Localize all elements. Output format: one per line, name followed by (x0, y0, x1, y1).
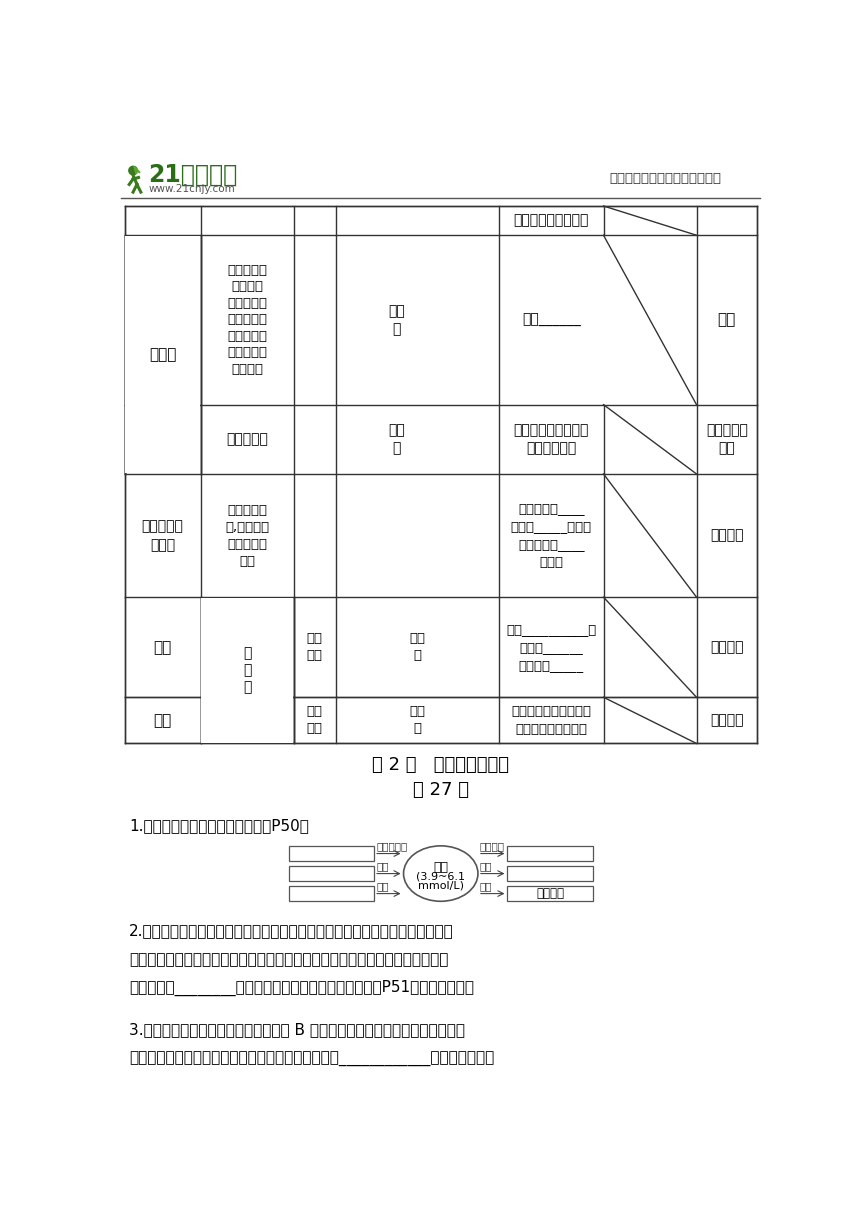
Text: 第 27 天: 第 27 天 (413, 782, 469, 799)
Text: mmol/L): mmol/L) (418, 880, 464, 890)
Text: 抗利尿激素: 抗利尿激素 (226, 433, 268, 446)
Text: 全身细胞: 全身细胞 (710, 529, 744, 542)
Text: 促甲状腺激
素释放激
素，促性腺
激素释放激
素，促肾上
腺皮质激素
释放激素: 促甲状腺激 素释放激 素，促性腺 激素释放激 素，促肾上 腺皮质激素 释放激素 (227, 264, 267, 376)
Bar (507, 866, 593, 882)
Text: 第 2 节   激素调节的过程: 第 2 节 激素调节的过程 (372, 756, 509, 775)
Text: 蛋白
质: 蛋白 质 (388, 304, 404, 336)
Text: 消化、吸收: 消化、吸收 (377, 841, 408, 851)
Text: 中小学教育资源及组卷应用平台: 中小学教育资源及组卷应用平台 (610, 171, 722, 185)
Text: 转化: 转化 (480, 882, 492, 891)
Text: 雌性
激素: 雌性 激素 (307, 705, 322, 736)
Text: 3.当血糖浓度升高到一定程度时，胰岛 B 细胞的活动增强，胰岛素的分泌量明显
增加，体内胰岛素水平的上升，一方面促进血糖进入____________进行氧化分解: 3.当血糖浓度升高到一定程度时，胰岛 B 细胞的活动增强，胰岛素的分泌量明显 增… (129, 1023, 494, 1066)
Text: 前者：酣固
鑰,皮质醇；
后者：肾上
腺素: 前者：酣固 鑰,皮质醇； 后者：肾上 腺素 (225, 503, 269, 568)
Bar (289, 846, 374, 861)
Text: 葡糖，从而升高血糖: 葡糖，从而升高血糖 (513, 214, 589, 227)
Text: 氧化分解: 氧化分解 (480, 841, 505, 851)
Ellipse shape (403, 846, 478, 901)
Text: 2.人体内有多种激素参与调节血糖浓度，如糖皮质激素、肾上腺素、甲状腺激素
等，它们通过调节有机物的代谢或影响胰岛素的分泌和作用，直接或间接地提高
血糖浓度。__: 2.人体内有多种激素参与调节血糖浓度，如糖皮质激素、肾上腺素、甲状腺激素 等，它… (129, 924, 474, 996)
Text: 类固
醇: 类固 醇 (409, 705, 426, 736)
Bar (201, 697, 292, 698)
Circle shape (129, 167, 138, 175)
Text: www.21cnjy.com: www.21cnjy.com (149, 184, 236, 195)
Text: 肾小管、集
合管: 肾小管、集 合管 (706, 423, 747, 456)
Bar (289, 886, 374, 901)
Text: 促进肾小管和集合管
对水的重吸收: 促进肾小管和集合管 对水的重吸收 (513, 423, 589, 456)
Text: 蛋白
质: 蛋白 质 (388, 423, 404, 456)
Text: 促进__________的
发育和______
的生成，_____: 促进__________的 发育和______ 的生成，_____ (506, 623, 596, 671)
Text: 1.写出下列血糖的来源和去路。（P50）: 1.写出下列血糖的来源和去路。（P50） (129, 818, 309, 833)
Text: 前者：调节____
代谢和_____代谢；
后者：提高____
能力。: 前者：调节____ 代谢和_____代谢； 后者：提高____ 能力。 (511, 502, 592, 569)
Bar (507, 886, 593, 901)
Bar (201, 598, 292, 743)
Text: 21世纪教育: 21世纪教育 (149, 163, 238, 187)
Bar (507, 846, 593, 861)
Bar (126, 404, 200, 405)
Text: 甘油三酯: 甘油三酯 (536, 888, 564, 900)
Text: 肾上腺皮质
和髓质: 肾上腺皮质 和髓质 (142, 519, 183, 552)
Bar (289, 866, 374, 882)
Text: (3.9~6.1: (3.9~6.1 (416, 872, 465, 882)
Text: 血糖: 血糖 (433, 861, 448, 874)
Text: 类固
醇: 类固 醇 (409, 632, 426, 663)
Text: 第二性征。雌性激素，
雌性正常生理周期。: 第二性征。雌性激素， 雌性正常生理周期。 (511, 705, 591, 736)
Text: 分解: 分解 (377, 861, 389, 871)
Text: 性
激
素: 性 激 素 (243, 646, 251, 694)
Text: 促进______: 促进______ (522, 313, 580, 327)
Bar (126, 236, 200, 473)
Text: 垂体: 垂体 (717, 313, 736, 327)
Text: 雄性
激素: 雄性 激素 (307, 632, 322, 663)
Text: 全身细胞: 全身细胞 (710, 714, 744, 727)
Text: 卵巢: 卵巢 (153, 713, 172, 728)
Text: 转化: 转化 (377, 882, 389, 891)
Text: 全身细胞: 全身细胞 (710, 640, 744, 654)
Text: 下丘脑: 下丘脑 (149, 347, 176, 362)
Text: 合成: 合成 (480, 861, 492, 871)
Text: 睾丸: 睾丸 (153, 640, 172, 654)
